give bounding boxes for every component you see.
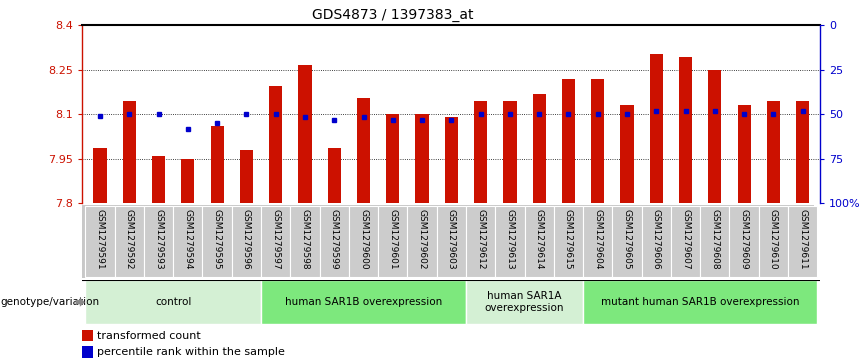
Text: GSM1279600: GSM1279600 (359, 209, 368, 270)
Text: GSM1279593: GSM1279593 (155, 209, 163, 270)
Bar (533, 94, 546, 203)
FancyBboxPatch shape (261, 280, 466, 324)
FancyBboxPatch shape (437, 206, 466, 277)
Bar (94, 148, 107, 203)
Text: genotype/variation: genotype/variation (1, 297, 100, 307)
Bar (152, 156, 165, 203)
FancyBboxPatch shape (700, 206, 729, 277)
Bar (708, 70, 721, 203)
Bar (327, 148, 341, 203)
Text: GSM1279602: GSM1279602 (418, 209, 426, 270)
FancyBboxPatch shape (144, 206, 174, 277)
Bar (240, 150, 253, 203)
Bar (211, 126, 224, 203)
Text: GSM1279597: GSM1279597 (271, 209, 280, 270)
FancyBboxPatch shape (349, 206, 378, 277)
Text: GSM1279614: GSM1279614 (535, 209, 543, 270)
Bar (444, 117, 458, 203)
Text: GSM1279592: GSM1279592 (125, 209, 134, 270)
Bar (181, 159, 194, 203)
FancyBboxPatch shape (232, 206, 261, 277)
FancyBboxPatch shape (583, 280, 818, 324)
Bar (621, 105, 634, 203)
FancyBboxPatch shape (85, 280, 261, 324)
Text: mutant human SAR1B overexpression: mutant human SAR1B overexpression (601, 297, 799, 307)
Bar (82, 330, 93, 341)
FancyBboxPatch shape (174, 206, 202, 277)
Bar (650, 54, 663, 203)
FancyBboxPatch shape (788, 206, 818, 277)
Text: GSM1279594: GSM1279594 (183, 209, 193, 270)
FancyBboxPatch shape (85, 206, 115, 277)
Text: GSM1279607: GSM1279607 (681, 209, 690, 270)
FancyBboxPatch shape (524, 206, 554, 277)
Bar (82, 346, 93, 358)
Text: GSM1279601: GSM1279601 (388, 209, 398, 270)
Title: GDS4873 / 1397383_at: GDS4873 / 1397383_at (312, 8, 473, 22)
FancyBboxPatch shape (729, 206, 759, 277)
Text: GSM1279608: GSM1279608 (710, 209, 720, 270)
FancyBboxPatch shape (290, 206, 319, 277)
FancyBboxPatch shape (496, 206, 524, 277)
FancyBboxPatch shape (613, 206, 641, 277)
FancyBboxPatch shape (583, 206, 613, 277)
Bar (503, 101, 516, 203)
Text: GSM1279595: GSM1279595 (213, 209, 221, 270)
FancyBboxPatch shape (115, 206, 144, 277)
Text: human SAR1A
overexpression: human SAR1A overexpression (485, 291, 564, 313)
Text: GSM1279610: GSM1279610 (769, 209, 778, 270)
Bar (591, 79, 604, 203)
FancyBboxPatch shape (466, 206, 496, 277)
FancyBboxPatch shape (202, 206, 232, 277)
FancyBboxPatch shape (319, 206, 349, 277)
FancyBboxPatch shape (554, 206, 583, 277)
Text: human SAR1B overexpression: human SAR1B overexpression (285, 297, 442, 307)
Bar (766, 101, 780, 203)
Bar (796, 101, 809, 203)
Bar (357, 98, 370, 203)
FancyBboxPatch shape (671, 206, 700, 277)
Text: GSM1279591: GSM1279591 (95, 209, 104, 270)
Text: GSM1279603: GSM1279603 (447, 209, 456, 270)
Text: control: control (155, 297, 192, 307)
FancyBboxPatch shape (466, 280, 583, 324)
Bar (562, 79, 575, 203)
Text: GSM1279612: GSM1279612 (477, 209, 485, 270)
Text: GSM1279615: GSM1279615 (564, 209, 573, 270)
FancyBboxPatch shape (641, 206, 671, 277)
Text: GSM1279596: GSM1279596 (242, 209, 251, 270)
Text: percentile rank within the sample: percentile rank within the sample (97, 347, 285, 357)
Text: GSM1279599: GSM1279599 (330, 209, 339, 270)
Bar (474, 101, 487, 203)
FancyBboxPatch shape (407, 206, 437, 277)
FancyBboxPatch shape (261, 206, 290, 277)
Text: GSM1279609: GSM1279609 (740, 209, 748, 270)
Bar (386, 114, 399, 203)
Bar (679, 57, 692, 203)
FancyBboxPatch shape (759, 206, 788, 277)
Bar (269, 86, 282, 203)
Text: GSM1279611: GSM1279611 (799, 209, 807, 270)
Text: GSM1279606: GSM1279606 (652, 209, 661, 270)
Bar (416, 114, 429, 203)
Bar (738, 105, 751, 203)
Bar (122, 101, 136, 203)
FancyBboxPatch shape (378, 206, 407, 277)
Text: GSM1279598: GSM1279598 (300, 209, 310, 270)
Bar (299, 65, 312, 203)
Text: GSM1279605: GSM1279605 (622, 209, 632, 270)
Text: transformed count: transformed count (97, 331, 201, 341)
Text: GSM1279613: GSM1279613 (505, 209, 515, 270)
Text: GSM1279604: GSM1279604 (593, 209, 602, 270)
